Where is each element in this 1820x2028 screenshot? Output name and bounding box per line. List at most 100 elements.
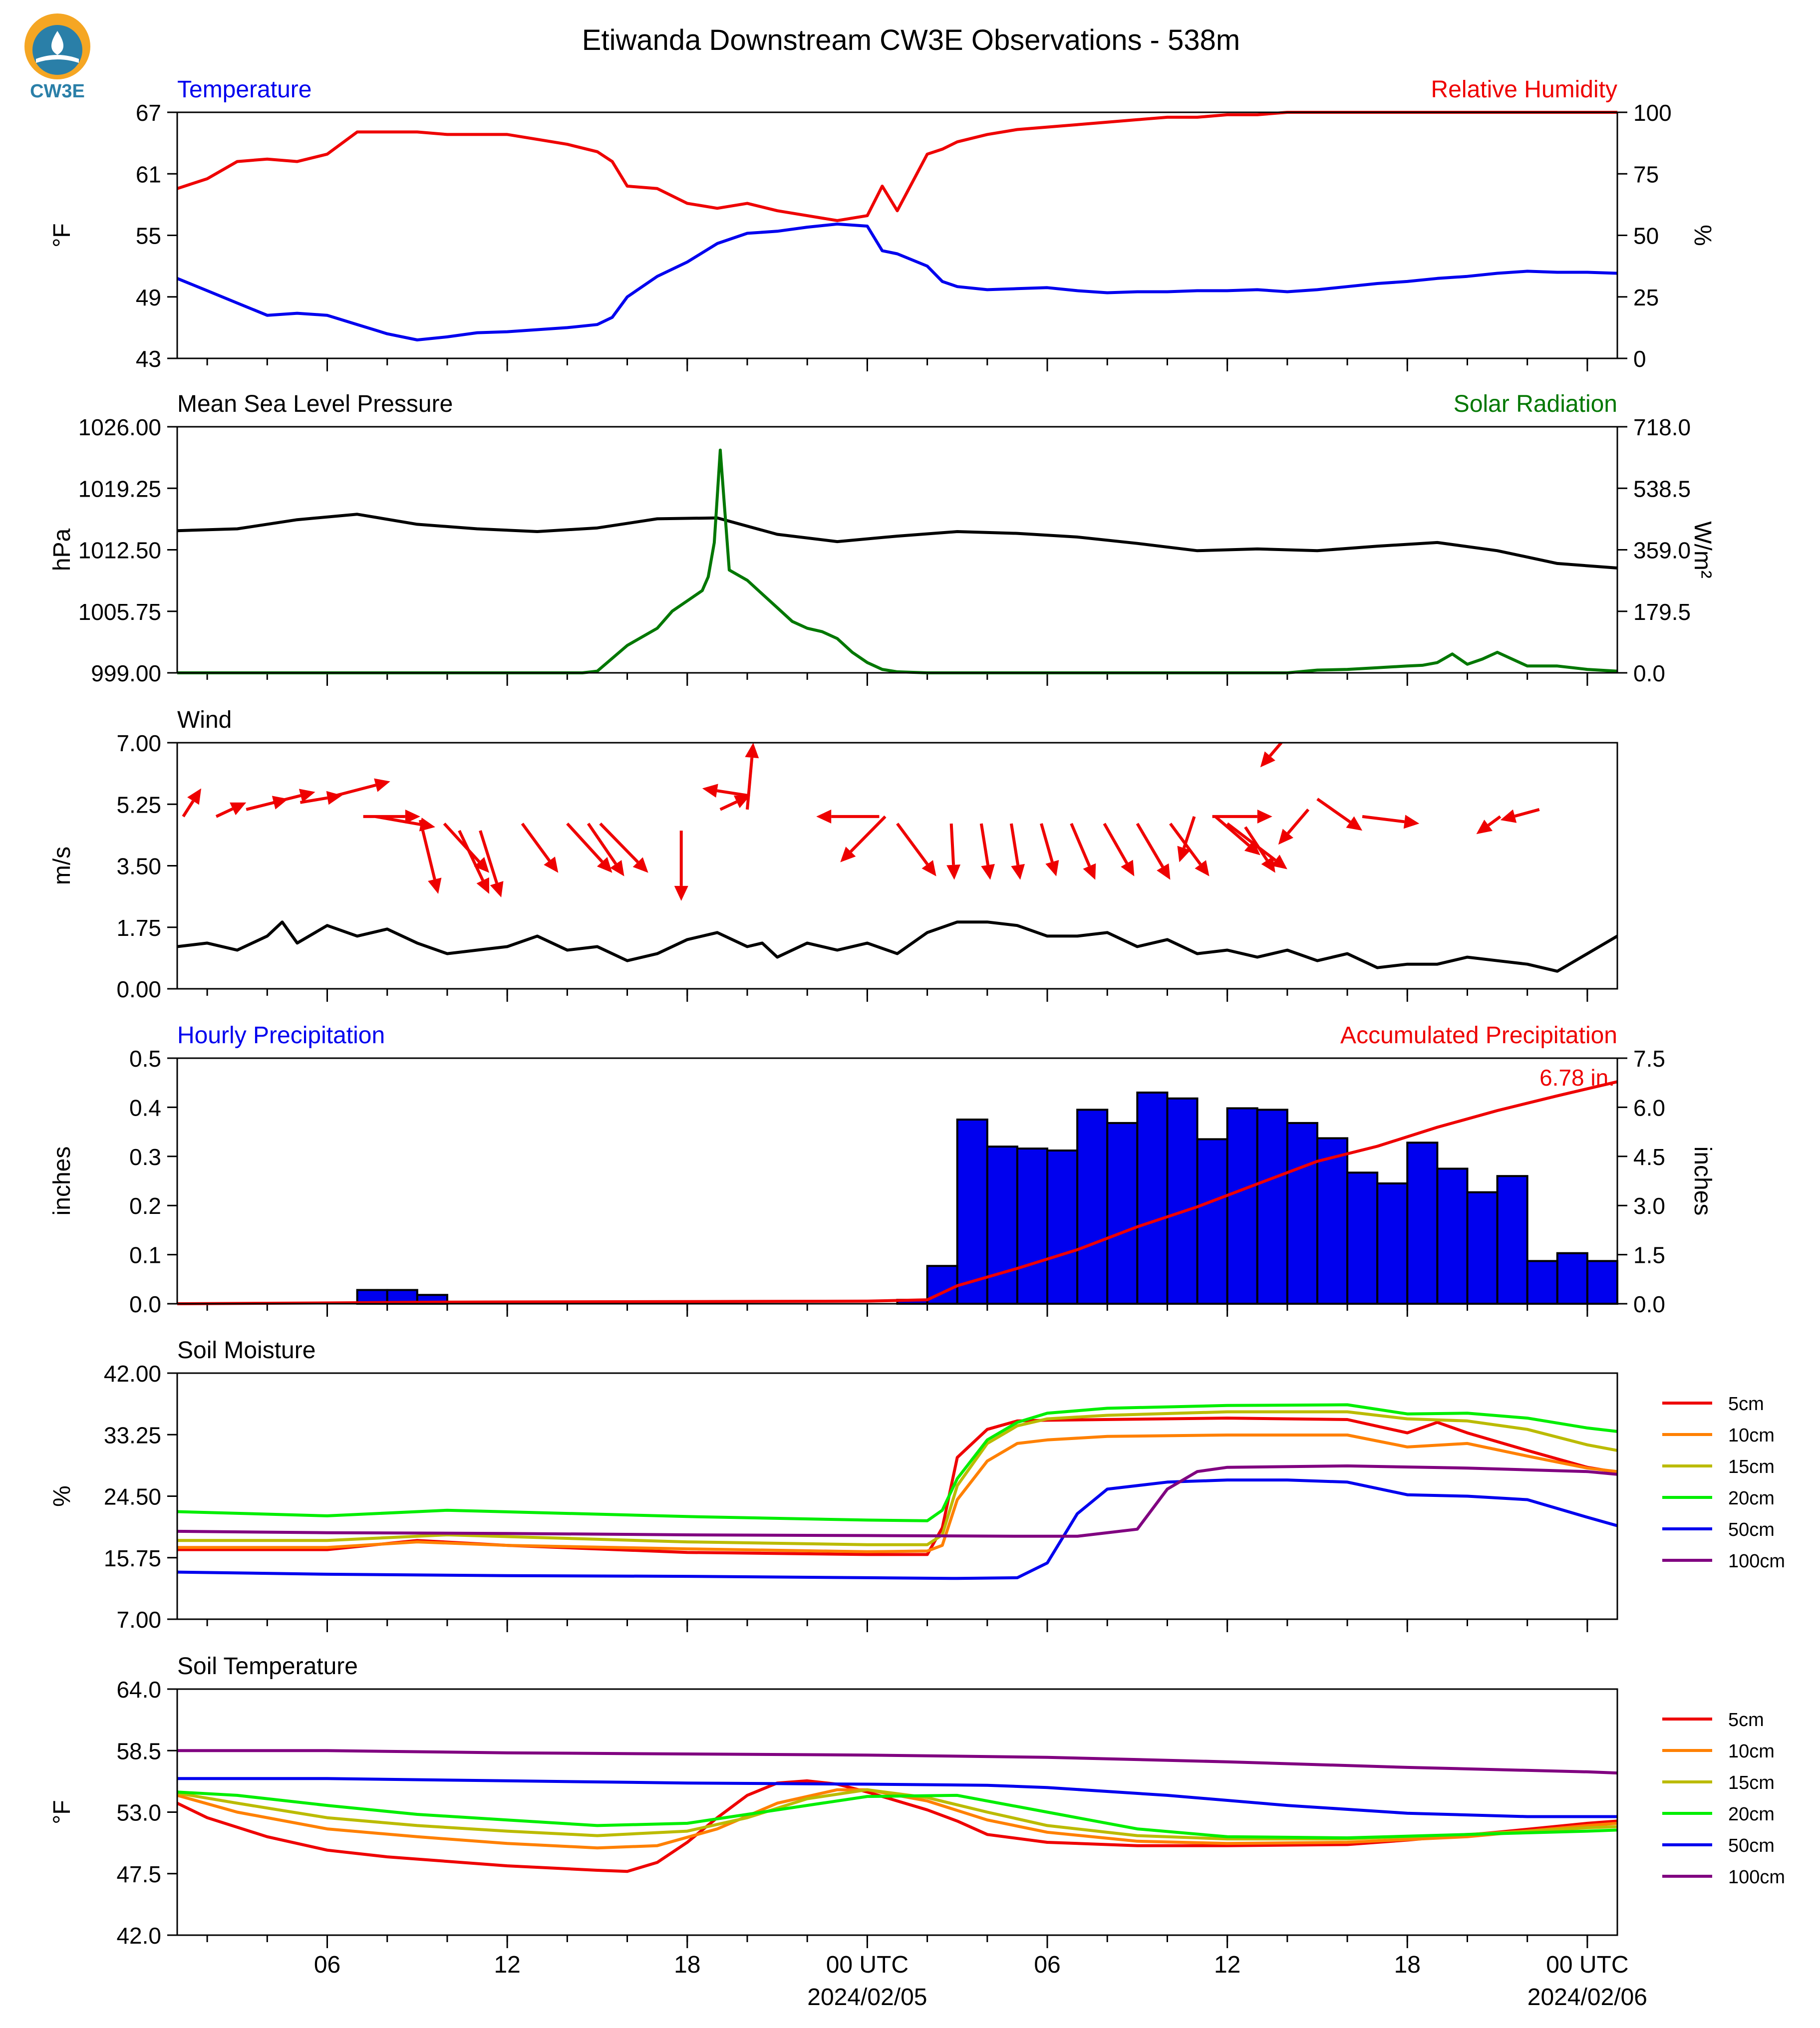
wind-arrow-head bbox=[474, 857, 490, 873]
legend-label: 20cm bbox=[1728, 1804, 1775, 1825]
wind-arrow-shaft bbox=[479, 830, 498, 884]
x-date-label: 2024/02/06 bbox=[1527, 1984, 1647, 2011]
wind-arrow-head bbox=[544, 857, 559, 873]
wind-arrow-shaft bbox=[1182, 816, 1196, 849]
precip-bar bbox=[1346, 1171, 1379, 1305]
precip-bar bbox=[1406, 1142, 1439, 1305]
legend: 5cm 10cm 15cm 20cm 50cm 100cm bbox=[1662, 1710, 1785, 1888]
precip-bar bbox=[1436, 1167, 1469, 1305]
wind-arrow-head bbox=[476, 877, 490, 894]
wind-arrow-shaft bbox=[1103, 823, 1129, 865]
chart-panel-4: 0.0 0.1 0.2 0.3 0.4 0.5 0.0 1.5 3.0 4.5 6.0 7.5 inch… bbox=[49, 1022, 1716, 1317]
plot-frame bbox=[176, 426, 1618, 674]
legend-label: 50cm bbox=[1728, 1519, 1775, 1540]
wind-arrow-shaft bbox=[246, 801, 275, 811]
y-left-tick-label: 24.50 bbox=[104, 1484, 161, 1510]
wind-arrow-shaft bbox=[1287, 808, 1310, 835]
wind-arrow-head bbox=[597, 857, 612, 873]
legend-label: 50cm bbox=[1728, 1835, 1775, 1856]
series-line-15cm bbox=[177, 1410, 1618, 1546]
wind-arrow-head bbox=[981, 864, 995, 880]
y-left-tick-label: 67 bbox=[136, 100, 161, 126]
y-left-tick-label: 7.00 bbox=[116, 1607, 161, 1633]
series-line-10cm bbox=[177, 1434, 1618, 1553]
panel-title-left: Wind bbox=[177, 707, 232, 733]
wind-arrow-head bbox=[1011, 864, 1025, 880]
precip-bar bbox=[1316, 1137, 1349, 1305]
y-right-tick-label: 359.0 bbox=[1633, 538, 1691, 564]
y-left-tick-label: 55 bbox=[136, 223, 161, 249]
wind-arrow-head bbox=[816, 809, 832, 824]
x-tick-label: 00 UTC bbox=[1546, 1952, 1628, 1978]
precip-bar bbox=[1136, 1091, 1169, 1305]
legend: 5cm 10cm 15cm 20cm 50cm 100cm bbox=[1662, 1394, 1785, 1572]
y-left-axis-label: hPa bbox=[49, 528, 75, 571]
y-right-axis-label: W/m² bbox=[1689, 521, 1716, 579]
y-right-tick-label: 25 bbox=[1633, 285, 1659, 310]
chart-panel-1: 43 49 55 61 67 0 25 50 75 100 °F % Temperature Relati… bbox=[49, 76, 1716, 372]
wind-arrow-head bbox=[1260, 751, 1275, 768]
wind-arrow-head bbox=[1346, 816, 1363, 831]
wind-arrow-head bbox=[1121, 860, 1135, 876]
wind-arrow-head bbox=[187, 788, 202, 805]
y-left-tick-label: 3.50 bbox=[116, 854, 161, 879]
x-tick-label: 06 bbox=[314, 1952, 340, 1978]
wind-arrow-shaft bbox=[1244, 826, 1268, 862]
y-left-tick-label: 0.2 bbox=[129, 1193, 161, 1219]
panel-title-left: Soil Temperature bbox=[177, 1653, 358, 1680]
wind-arrow-shaft bbox=[300, 796, 328, 804]
precip-bar bbox=[1256, 1109, 1288, 1305]
wind-arrow-shaft bbox=[566, 822, 604, 863]
wind-arrow-head bbox=[946, 864, 961, 880]
precip-bar bbox=[1526, 1260, 1558, 1305]
y-left-axis-label: °F bbox=[49, 223, 75, 248]
y-right-tick-label: 179.5 bbox=[1633, 599, 1691, 625]
wind-arrow-head bbox=[702, 784, 718, 798]
y-right-axis-label: inches bbox=[1689, 1147, 1716, 1216]
y-left-tick-label: 64.0 bbox=[116, 1677, 161, 1703]
y-left-tick-label: 43 bbox=[136, 346, 161, 372]
wind-arrow-head bbox=[1403, 815, 1420, 829]
wind-arrow-head bbox=[1244, 840, 1260, 856]
y-left-tick-label: 0.3 bbox=[129, 1144, 161, 1170]
precip-bar bbox=[1076, 1109, 1109, 1305]
wind-arrow-shaft bbox=[335, 784, 376, 797]
wind-arrow-shaft bbox=[1362, 815, 1405, 824]
precip-bar bbox=[1196, 1138, 1228, 1305]
wind-arrow-shaft bbox=[521, 823, 551, 862]
precip-bar bbox=[1046, 1149, 1079, 1305]
wind-arrow-shaft bbox=[896, 823, 929, 866]
wind-arrow-head bbox=[490, 881, 504, 897]
wind-arrow-head bbox=[299, 789, 315, 803]
wind-arrow-head bbox=[1157, 863, 1171, 880]
legend-label: 100cm bbox=[1728, 1867, 1785, 1888]
wind-arrow-head bbox=[921, 860, 936, 876]
y-right-tick-label: 0.0 bbox=[1633, 660, 1665, 686]
y-left-tick-label: 999.00 bbox=[91, 660, 161, 686]
wind-arrow-shaft bbox=[1226, 822, 1276, 862]
figure-title: Etiwanda Downstream CW3E Observations - … bbox=[582, 24, 1240, 56]
y-left-axis-label: m/s bbox=[49, 847, 75, 885]
wind-arrow-head bbox=[632, 857, 648, 873]
wind-arrow-shaft bbox=[375, 815, 421, 826]
y-left-tick-label: 61 bbox=[136, 161, 161, 187]
y-left-axis-label: °F bbox=[49, 1800, 75, 1824]
series-line-50cm bbox=[177, 1777, 1617, 1818]
wind-arrow-shaft bbox=[850, 815, 887, 853]
wind-arrow-head bbox=[1261, 856, 1275, 873]
cw3e-logo: CW3E bbox=[24, 13, 90, 102]
series-line-relative-humidity bbox=[177, 111, 1617, 222]
precip-bar bbox=[956, 1119, 988, 1305]
precip-bar bbox=[1016, 1148, 1049, 1305]
y-left-tick-label: 1005.75 bbox=[78, 599, 161, 625]
chart-panel-3: 0.00 1.75 3.50 5.25 7.00 m/s Wind bbox=[49, 707, 1618, 1002]
wind-direction-arrows bbox=[182, 742, 1540, 901]
wind-arrow-head bbox=[674, 885, 688, 901]
y-right-tick-label: 0.0 bbox=[1633, 1291, 1665, 1317]
panel-title-right: Solar Radiation bbox=[1454, 391, 1617, 417]
series-line-100cm bbox=[177, 1464, 1618, 1538]
plot-frame bbox=[176, 1057, 1618, 1305]
precip-bar bbox=[1166, 1097, 1199, 1305]
y-left-axis-label: inches bbox=[49, 1147, 75, 1216]
